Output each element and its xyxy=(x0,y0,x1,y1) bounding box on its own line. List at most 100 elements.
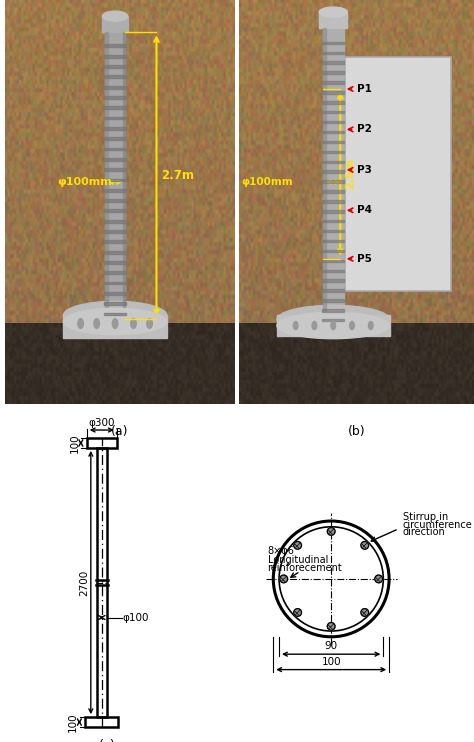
Text: 2.7m: 2.7m xyxy=(161,169,194,183)
Bar xyxy=(104,76,127,78)
Text: 100: 100 xyxy=(68,712,78,732)
Bar xyxy=(322,210,345,212)
Bar xyxy=(104,272,127,275)
Circle shape xyxy=(294,608,301,617)
Bar xyxy=(322,220,345,223)
Bar xyxy=(104,282,127,284)
Bar xyxy=(104,251,127,254)
Ellipse shape xyxy=(277,312,390,338)
Circle shape xyxy=(94,318,100,329)
Text: 90: 90 xyxy=(325,641,338,651)
Text: P4: P4 xyxy=(356,206,372,215)
Bar xyxy=(104,168,127,171)
Text: φ100mm: φ100mm xyxy=(242,177,293,187)
Bar xyxy=(104,220,127,223)
Text: reinforecement: reinforecement xyxy=(267,563,342,573)
Bar xyxy=(123,33,126,324)
Text: 100: 100 xyxy=(69,433,79,453)
Text: Longitudinal: Longitudinal xyxy=(267,554,328,565)
Bar xyxy=(322,269,345,272)
Circle shape xyxy=(131,318,136,329)
Bar xyxy=(322,299,345,302)
Text: P3: P3 xyxy=(356,165,372,175)
Bar xyxy=(322,319,345,321)
Bar xyxy=(104,312,127,315)
Ellipse shape xyxy=(64,301,167,329)
Bar xyxy=(104,302,127,305)
Circle shape xyxy=(368,321,373,329)
Bar xyxy=(322,171,345,173)
Bar xyxy=(104,116,127,119)
Bar xyxy=(85,717,118,727)
Bar xyxy=(104,158,127,161)
Bar xyxy=(322,309,345,312)
Bar xyxy=(322,230,345,232)
Circle shape xyxy=(294,542,301,549)
Text: P1: P1 xyxy=(356,84,372,94)
Bar xyxy=(323,28,326,327)
Bar xyxy=(322,111,345,114)
Bar xyxy=(322,250,345,252)
Bar xyxy=(87,438,117,448)
Bar xyxy=(104,45,127,47)
Bar xyxy=(322,151,345,153)
Text: direction: direction xyxy=(402,528,446,537)
Bar xyxy=(104,199,127,202)
Ellipse shape xyxy=(277,305,390,334)
Text: (b): (b) xyxy=(348,424,365,438)
Bar xyxy=(277,315,390,335)
Bar xyxy=(102,16,128,33)
Bar xyxy=(105,33,108,324)
Bar xyxy=(322,240,345,242)
Bar xyxy=(322,260,345,262)
Bar xyxy=(104,106,127,109)
Bar xyxy=(319,12,347,28)
Bar xyxy=(64,315,167,338)
Text: (c): (c) xyxy=(99,739,115,742)
Bar xyxy=(97,448,107,717)
Circle shape xyxy=(375,575,383,582)
Circle shape xyxy=(147,318,152,329)
Circle shape xyxy=(78,318,83,329)
Bar xyxy=(322,62,345,64)
Bar xyxy=(104,137,127,140)
Bar xyxy=(104,65,127,68)
Text: 8×φ6: 8×φ6 xyxy=(267,546,294,556)
Bar xyxy=(322,131,345,134)
Bar xyxy=(104,86,127,88)
Ellipse shape xyxy=(319,7,347,17)
Circle shape xyxy=(350,321,355,329)
Bar xyxy=(104,230,127,233)
Bar xyxy=(104,292,127,295)
Ellipse shape xyxy=(64,309,167,335)
Circle shape xyxy=(312,321,317,329)
Circle shape xyxy=(361,542,369,549)
Text: (a): (a) xyxy=(111,424,128,438)
Text: Stirrup in: Stirrup in xyxy=(402,512,448,522)
Ellipse shape xyxy=(102,11,128,22)
Bar xyxy=(322,289,345,292)
Bar xyxy=(322,280,345,282)
Bar xyxy=(104,127,127,130)
Bar xyxy=(104,96,127,99)
Bar xyxy=(322,121,345,123)
Bar xyxy=(104,55,127,58)
Bar xyxy=(322,200,345,203)
Bar xyxy=(322,51,345,54)
Bar xyxy=(323,28,344,327)
Circle shape xyxy=(331,321,336,329)
Text: 2.5m: 2.5m xyxy=(345,158,355,189)
Circle shape xyxy=(293,321,298,329)
Text: φ300: φ300 xyxy=(89,418,115,427)
Bar xyxy=(104,189,127,191)
Bar xyxy=(104,148,127,151)
Bar xyxy=(322,180,345,183)
Bar xyxy=(104,240,127,243)
Text: 100: 100 xyxy=(321,657,341,666)
Bar xyxy=(322,82,345,84)
Bar xyxy=(322,160,345,163)
Text: φ100: φ100 xyxy=(122,612,149,623)
Text: circumference: circumference xyxy=(402,519,473,530)
Bar xyxy=(104,179,127,181)
Circle shape xyxy=(328,528,335,535)
